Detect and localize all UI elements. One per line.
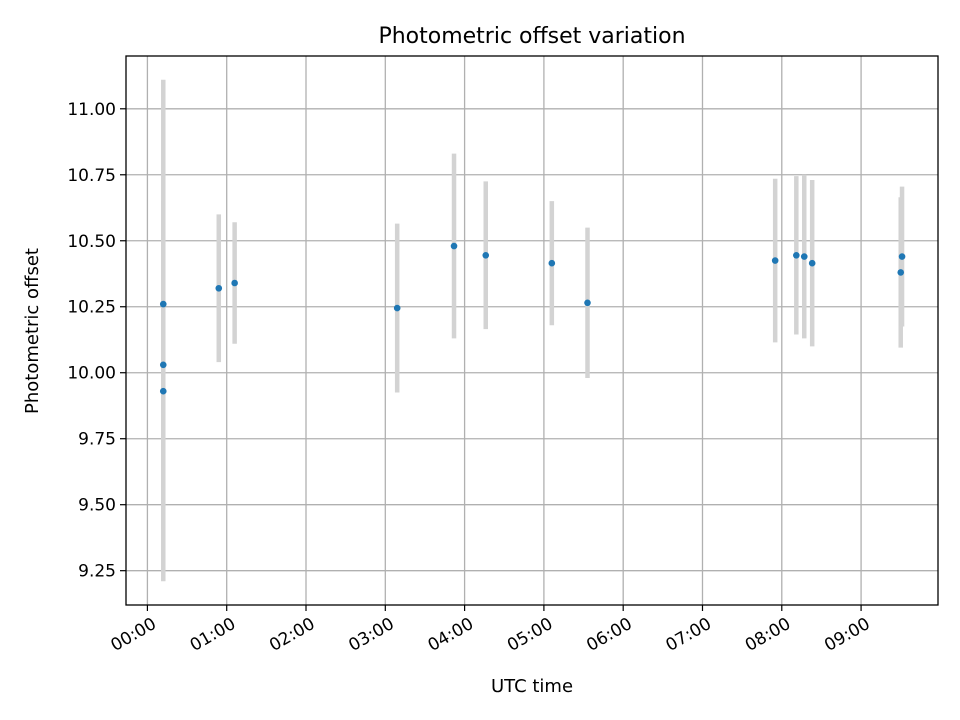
y-tick-label: 9.50 [78,496,116,516]
x-tick-label: 03:00 [345,614,397,656]
data-point [231,279,238,287]
data-point [159,387,167,395]
x-tick-label: 01:00 [187,614,239,656]
x-tick-label: 02:00 [266,614,318,656]
x-tick-label: 05:00 [504,614,556,656]
data-point [450,242,458,250]
x-tick-label: 04:00 [425,614,477,656]
plot-frame [125,55,939,606]
data-point [548,259,556,267]
data-point [898,253,906,260]
gridlines [126,56,938,605]
x-axis-label: UTC time [491,676,573,697]
data-point [159,300,167,308]
y-tick-label: 10.75 [67,166,116,186]
data-point [800,253,808,260]
x-tick-label: 08:00 [742,614,794,656]
data-points [159,242,906,395]
y-axis-ticks: 9.25 9.50 9.75 10.00 10.25 10.50 10.75 11.00 [67,100,126,582]
data-point [793,251,800,259]
x-tick-label: 00:00 [107,614,159,656]
data-point [393,304,401,312]
y-tick-label: 9.75 [78,430,116,450]
data-point [771,257,779,264]
x-axis-ticks: 00:00 01:00 02:00 03:00 04:00 05:00 06:00 07:00… [107,605,874,656]
data-point [808,259,816,267]
y-axis-label: Photometric offset [22,248,43,414]
data-point [159,361,167,369]
data-point [897,269,905,276]
y-tick-label: 11.00 [67,100,116,120]
x-tick-label: 09:00 [821,614,873,656]
error-bars [161,79,905,582]
y-tick-label: 10.00 [67,364,116,384]
chart-title: Photometric offset variation [378,24,685,49]
y-tick-label: 10.50 [67,232,116,252]
x-tick-label: 07:00 [663,614,715,656]
data-point [584,299,591,307]
y-tick-label: 9.25 [78,562,116,582]
y-tick-label: 10.25 [67,298,116,318]
x-tick-label: 06:00 [583,614,635,656]
data-point [215,284,223,292]
data-point [482,251,490,259]
